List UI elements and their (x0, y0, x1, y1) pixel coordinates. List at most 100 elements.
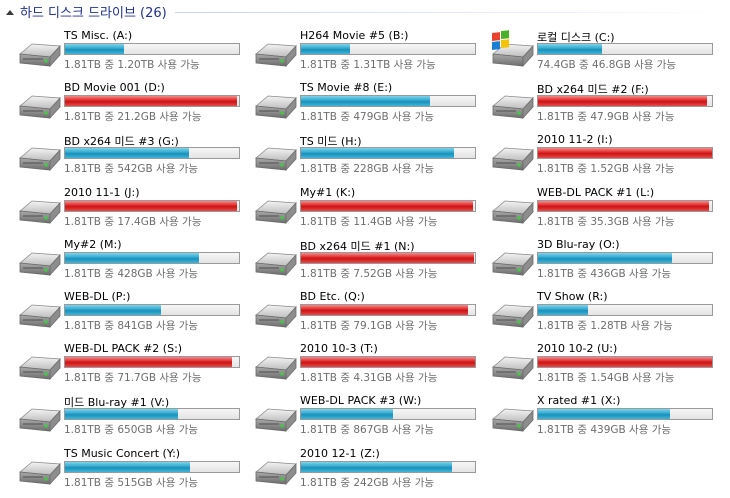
usage-bar-fill (65, 148, 189, 159)
hard-drive-icon (16, 134, 62, 178)
drive-item[interactable]: 2010 11-2 (I:) 1.81TB 중 1.52GB 사용 가능 (489, 130, 725, 182)
drive-item[interactable]: 2010 10-3 (T:) 1.81TB 중 4.31GB 사용 가능 (252, 339, 488, 391)
usage-bar-fill (65, 252, 199, 263)
usage-bar-fill (65, 200, 237, 211)
drive-item[interactable]: 2010 10-2 (U:) 1.81TB 중 1.54GB 사용 가능 (489, 339, 725, 391)
usage-bar (64, 95, 240, 108)
hard-drive-icon (489, 134, 535, 178)
hard-drive-icon (16, 291, 62, 335)
drive-free-space: 1.81TB 중 650GB 사용 가능 (64, 424, 199, 437)
usage-bar-fill (65, 44, 124, 54)
drive-name: 3D Blu-ray (O:) (537, 237, 620, 251)
drive-item[interactable]: 2010 11-1 (J:) 1.81TB 중 17.4GB 사용 가능 (16, 183, 252, 235)
hard-drive-icon (252, 187, 298, 231)
usage-bar-fill (65, 461, 190, 472)
usage-bar-fill (301, 305, 468, 315)
drive-free-space: 1.81TB 중 35.3GB 사용 가능 (537, 215, 675, 228)
usage-bar (300, 408, 476, 421)
drive-name: 2010 12-1 (Z:) (300, 446, 380, 460)
collapse-arrow-icon[interactable] (6, 9, 14, 15)
drive-item[interactable]: TS 미드 (H:) 1.81TB 중 228GB 사용 가능 (252, 130, 488, 182)
drive-name: TS Misc. (A:) (64, 29, 133, 42)
windows-drive-icon (489, 30, 535, 74)
usage-bar-fill (538, 305, 588, 315)
drive-name: My#1 (K:) (300, 185, 356, 199)
hard-drive-icon (252, 239, 298, 283)
usage-bar-fill (538, 357, 712, 368)
drive-item[interactable]: 미드 Blu-ray #1 (V:) 1.81TB 중 650GB 사용 가능 (16, 391, 252, 443)
hard-drive-icon (489, 82, 535, 126)
drive-item[interactable]: WEB-DL PACK #2 (S:) 1.81TB 중 71.7GB 사용 가능 (16, 339, 252, 391)
drive-item[interactable]: H264 Movie #5 (B:) 1.81TB 중 1.31TB 사용 가능 (252, 26, 488, 78)
drive-name: WEB-DL PACK #1 (L:) (537, 185, 655, 199)
drive-item[interactable]: TS Misc. (A:) 1.81TB 중 1.20TB 사용 가능 (16, 26, 252, 78)
usage-bar (537, 43, 713, 55)
drive-item[interactable]: BD x264 미드 #1 (N:) 1.81TB 중 7.52GB 사용 가능 (252, 235, 488, 287)
usage-bar-fill (301, 44, 350, 54)
drive-item[interactable]: WEB-DL PACK #3 (W:) 1.81TB 중 867GB 사용 가능 (252, 391, 488, 443)
drive-item[interactable]: BD x264 미드 #2 (F:) 1.81TB 중 47.9GB 사용 가능 (489, 78, 725, 130)
hard-drive-icon (16, 82, 62, 126)
drive-name: BD x264 미드 #2 (F:) (537, 83, 649, 97)
drive-free-space: 1.81TB 중 79.1GB 사용 가능 (300, 320, 438, 332)
hard-drive-icon (16, 343, 62, 387)
drive-item[interactable]: BD x264 미드 #3 (G:) 1.81TB 중 542GB 사용 가능 (16, 130, 252, 182)
drive-name: BD Etc. (Q:) (300, 290, 365, 303)
drive-item[interactable]: 로컬 디스크 (C:) 74.4GB 중 46.8GB 사용 가능 (489, 26, 725, 78)
drive-item[interactable]: TS Movie #8 (E:) 1.81TB 중 479GB 사용 가능 (252, 78, 488, 130)
usage-bar (537, 95, 713, 108)
hard-drive-icon (489, 343, 535, 387)
usage-bar-fill (538, 200, 709, 211)
usage-bar (64, 408, 240, 421)
group-header[interactable]: 하드 디스크 드라이브 (26) (0, 0, 730, 22)
drive-name: 미드 Blu-ray #1 (V:) (64, 396, 170, 410)
drive-name: TS 미드 (H:) (300, 135, 362, 149)
drive-item[interactable]: My#1 (K:) 1.81TB 중 11.4GB 사용 가능 (252, 183, 488, 235)
usage-bar (64, 147, 240, 160)
usage-bar-fill (538, 409, 670, 420)
drive-free-space: 1.81TB 중 17.4GB 사용 가능 (64, 215, 202, 228)
usage-bar (300, 304, 476, 316)
drive-free-space: 1.81TB 중 867GB 사용 가능 (300, 424, 435, 437)
usage-bar (537, 199, 713, 212)
drive-item[interactable]: X rated #1 (X:) 1.81TB 중 439GB 사용 가능 (489, 391, 725, 443)
hard-drive-icon (489, 187, 535, 231)
drive-free-space: 1.81TB 중 542GB 사용 가능 (64, 163, 199, 176)
drive-item[interactable]: BD Movie 001 (D:) 1.81TB 중 21.2GB 사용 가능 (16, 78, 252, 130)
drive-item[interactable]: 2010 12-1 (Z:) 1.81TB 중 242GB 사용 가능 (252, 444, 488, 496)
drive-item[interactable]: BD Etc. (Q:) 1.81TB 중 79.1GB 사용 가능 (252, 287, 488, 339)
group-divider (174, 11, 730, 13)
drive-name: BD x264 미드 #3 (G:) (64, 135, 179, 149)
drive-item[interactable]: TS Music Concert (Y:) 1.81TB 중 515GB 사용 가… (16, 444, 252, 496)
usage-bar (64, 356, 240, 369)
drive-item[interactable]: TV Show (R:) 1.81TB 중 1.28TB 사용 가능 (489, 287, 725, 339)
usage-bar (64, 304, 240, 316)
usage-bar (64, 460, 240, 473)
usage-bar (537, 356, 713, 369)
drive-name: TS Music Concert (Y:) (64, 446, 181, 460)
usage-bar (64, 251, 240, 264)
drive-name: WEB-DL PACK #2 (S:) (64, 342, 183, 356)
drive-name: 2010 11-1 (J:) (64, 185, 140, 199)
drive-free-space: 1.81TB 중 1.28TB 사용 가능 (537, 320, 673, 332)
drive-free-space: 1.81TB 중 242GB 사용 가능 (300, 476, 435, 489)
drive-name: BD Movie 001 (D:) (64, 81, 165, 95)
drive-item[interactable]: 3D Blu-ray (O:) 1.81TB 중 436GB 사용 가능 (489, 235, 725, 287)
drive-name: 2010 10-2 (U:) (537, 342, 618, 356)
drive-free-space: 1.81TB 중 428GB 사용 가능 (64, 267, 199, 280)
drive-free-space: 1.81TB 중 1.20TB 사용 가능 (64, 59, 200, 71)
drive-free-space: 1.81TB 중 7.52GB 사용 가능 (300, 267, 438, 280)
usage-bar-fill (301, 409, 393, 420)
usage-bar (537, 304, 713, 316)
usage-bar-fill (65, 357, 232, 368)
drive-item[interactable]: WEB-DL PACK #1 (L:) 1.81TB 중 35.3GB 사용 가능 (489, 183, 725, 235)
drive-name: X rated #1 (X:) (537, 394, 621, 408)
drive-item[interactable]: My#2 (M:) 1.81TB 중 428GB 사용 가능 (16, 235, 252, 287)
drive-free-space: 1.81TB 중 479GB 사용 가능 (300, 111, 435, 124)
drive-name: 로컬 디스크 (C:) (537, 31, 615, 44)
usage-bar (64, 199, 240, 212)
hard-drive-icon (252, 395, 298, 439)
drive-item[interactable]: WEB-DL (P:) 1.81TB 중 841GB 사용 가능 (16, 287, 252, 339)
drive-free-space: 74.4GB 중 46.8GB 사용 가능 (537, 59, 677, 71)
usage-bar-fill (65, 96, 237, 107)
